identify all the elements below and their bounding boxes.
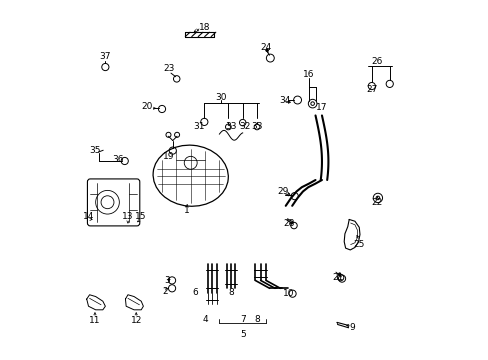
Text: 2: 2 — [162, 287, 167, 296]
Text: 28: 28 — [283, 219, 294, 228]
Text: 30: 30 — [215, 93, 226, 102]
Text: 23: 23 — [163, 64, 175, 73]
Text: 19: 19 — [163, 152, 175, 161]
Text: 20: 20 — [141, 102, 152, 111]
Text: 14: 14 — [82, 212, 94, 221]
Text: 15: 15 — [135, 212, 146, 221]
Text: 7: 7 — [240, 315, 246, 324]
Text: 21: 21 — [331, 273, 343, 282]
Text: 6: 6 — [192, 288, 198, 297]
Text: 22: 22 — [371, 198, 382, 207]
Text: 8: 8 — [254, 315, 260, 324]
Text: 10: 10 — [283, 289, 294, 298]
Text: 13: 13 — [122, 212, 133, 221]
Text: 34: 34 — [279, 95, 290, 104]
Text: 37: 37 — [100, 52, 111, 61]
Text: 26: 26 — [371, 57, 382, 66]
Text: 33: 33 — [225, 122, 237, 131]
Text: 3: 3 — [164, 276, 169, 285]
Text: 36: 36 — [112, 155, 124, 164]
Text: 33: 33 — [251, 122, 262, 131]
Text: 9: 9 — [348, 323, 354, 332]
Text: 1: 1 — [184, 206, 190, 215]
Text: 27: 27 — [366, 85, 377, 94]
Text: 17: 17 — [315, 103, 326, 112]
Text: 8: 8 — [227, 288, 233, 297]
Text: 31: 31 — [192, 122, 204, 131]
Text: 25: 25 — [353, 240, 364, 249]
Text: 32: 32 — [239, 122, 250, 131]
Text: 16: 16 — [303, 71, 314, 80]
Text: 4: 4 — [202, 315, 207, 324]
Text: 18: 18 — [198, 23, 210, 32]
Text: 24: 24 — [260, 43, 271, 52]
Circle shape — [265, 49, 267, 51]
Text: 11: 11 — [89, 316, 101, 325]
Text: 29: 29 — [277, 187, 288, 196]
Text: 12: 12 — [130, 316, 142, 325]
Text: 35: 35 — [89, 146, 100, 155]
Text: 5: 5 — [240, 330, 246, 339]
